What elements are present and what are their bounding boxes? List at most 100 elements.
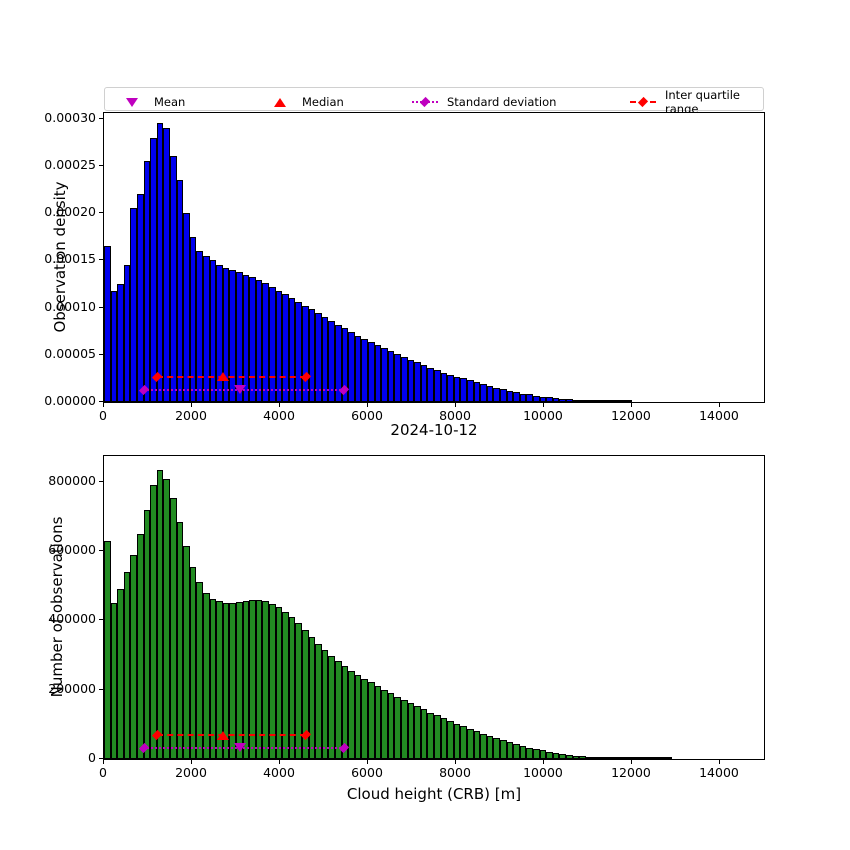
histogram-bar: [447, 720, 454, 759]
histogram-bar: [566, 754, 573, 759]
histogram-bar: [150, 137, 157, 402]
histogram-bar: [110, 603, 118, 759]
histogram-bar: [163, 128, 170, 402]
histogram-bar: [519, 393, 527, 402]
histogram-bar: [546, 397, 553, 402]
histogram-bar: [552, 752, 560, 759]
histogram-bar: [288, 617, 296, 759]
histogram-bar: [414, 362, 421, 402]
histogram-bar: [539, 396, 547, 402]
histogram-bar: [203, 255, 210, 402]
median-marker-icon: [216, 372, 229, 381]
y-tick-label: 0: [88, 750, 96, 765]
y-tick-label: 800000: [48, 472, 96, 488]
histogram-bar: [361, 678, 368, 759]
legend-item-std: Standard deviation: [398, 95, 616, 109]
y-tick-label: 600000: [48, 542, 96, 558]
mean-legend-marker: [119, 96, 145, 108]
histogram-bar: [236, 602, 243, 759]
y-tick-mark: [99, 306, 103, 308]
histogram-bar: [513, 392, 520, 402]
histogram-bar: [275, 607, 283, 759]
histogram-bar: [295, 623, 302, 759]
histogram-bar: [209, 260, 217, 402]
y-tick-label: 0.00025: [44, 156, 96, 172]
histogram-bar: [335, 324, 342, 402]
y-tick-label: 0.00005: [44, 345, 96, 361]
histogram-bar: [328, 320, 335, 402]
histogram-bar: [526, 394, 533, 402]
x-tick-mark: [191, 760, 192, 764]
histogram-bar: [599, 400, 606, 402]
histogram-bar: [143, 161, 151, 402]
histogram-bar: [618, 757, 626, 759]
histogram-bar: [539, 750, 547, 759]
histogram-bar: [513, 744, 520, 759]
x-tick-label: 14000: [699, 765, 739, 780]
histogram-bar: [315, 313, 322, 402]
x-tick-mark: [191, 403, 192, 407]
x-tick-label: 12000: [611, 408, 651, 423]
histogram-bar: [493, 738, 500, 759]
histogram-bar: [170, 497, 177, 759]
density-plot-area: [103, 112, 765, 403]
histogram-bar: [269, 603, 276, 759]
histogram-bar: [427, 368, 434, 402]
y-tick-mark: [99, 550, 103, 552]
histogram-bar: [137, 533, 144, 759]
histogram-bar: [592, 757, 599, 759]
legend-label-std: Standard deviation: [447, 95, 557, 109]
histogram-bar: [420, 709, 428, 759]
y-tick-label: 0.00010: [44, 298, 96, 314]
histogram-bar: [295, 301, 302, 402]
legend: Mean Median Standard deviation Inter qua…: [104, 87, 764, 116]
diamond-icon: [419, 96, 431, 108]
histogram-bar: [123, 572, 131, 759]
histogram-bar: [150, 485, 157, 759]
histogram-bar: [559, 398, 566, 402]
histogram-bar: [579, 400, 586, 402]
iqr-line: [156, 734, 307, 737]
histogram-bar: [467, 728, 474, 759]
histogram-bar: [368, 682, 375, 759]
histogram-bar: [632, 757, 639, 759]
histogram-bar: [130, 554, 137, 759]
histogram-bar: [612, 757, 619, 759]
histogram-bar: [110, 290, 118, 402]
x-axis-label: Cloud height (CRB) [m]: [346, 785, 522, 803]
histogram-bar: [255, 599, 263, 759]
triangle-down-icon: [126, 97, 138, 107]
histogram-bar: [242, 274, 250, 402]
histogram-bar: [189, 566, 197, 759]
y-tick-mark: [99, 401, 103, 402]
legend-label-median: Median: [302, 95, 344, 109]
histogram-bar: [374, 686, 382, 759]
histogram-bar: [407, 359, 415, 402]
x-tick-label: 10000: [523, 765, 563, 780]
std-legend-marker: [412, 96, 438, 108]
iqr-line: [156, 375, 307, 378]
histogram-bar: [315, 643, 322, 759]
histogram-bar: [381, 348, 388, 402]
histogram-bar: [460, 726, 467, 759]
histogram-bar: [434, 369, 441, 402]
x-tick-mark: [103, 403, 104, 407]
x-tick-mark: [367, 760, 368, 764]
x-tick-label: 8000: [439, 408, 471, 423]
y-tick-label: 0.00020: [44, 204, 96, 220]
y-tick-mark: [99, 688, 103, 690]
histogram-bar: [605, 400, 613, 402]
x-tick-label: 2000: [175, 765, 207, 780]
y-tick-mark: [99, 212, 103, 214]
histogram-bar: [572, 399, 580, 402]
histogram-bar: [308, 637, 316, 759]
histogram-bar: [592, 400, 599, 402]
histogram-bar: [381, 689, 388, 759]
histogram-bar: [368, 341, 375, 402]
histogram-bar: [546, 751, 553, 759]
histogram-bar: [500, 740, 507, 759]
histogram-bar: [249, 277, 256, 402]
x-tick-label: 12000: [611, 765, 651, 780]
histogram-bar: [348, 670, 355, 759]
histogram-bar: [282, 294, 289, 402]
